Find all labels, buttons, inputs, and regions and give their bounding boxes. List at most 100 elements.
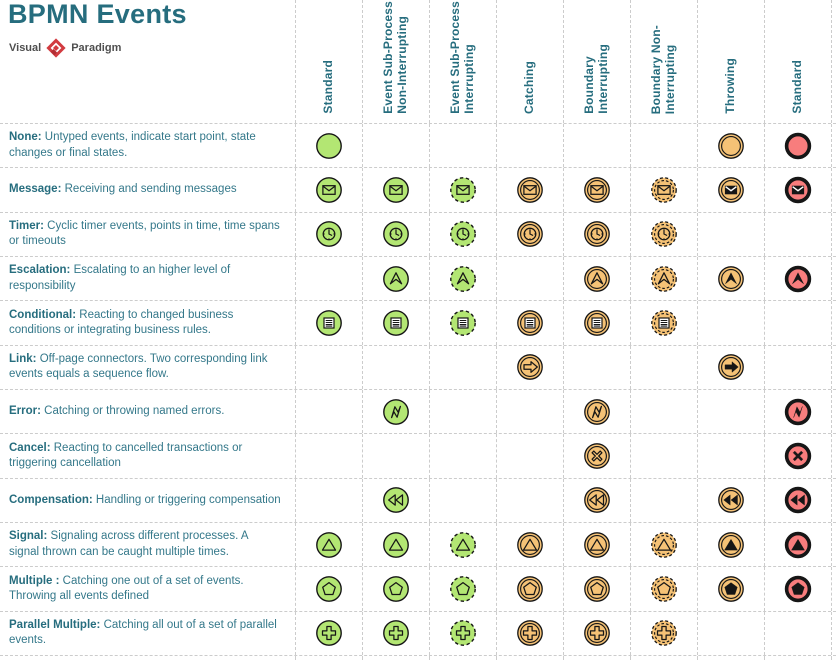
event-cell (631, 168, 698, 212)
event-cell (698, 168, 765, 212)
column-header-label: Standard (790, 60, 805, 114)
event-cell (497, 522, 564, 567)
event-cell (497, 434, 564, 478)
event-cell (698, 611, 765, 655)
event-cell (631, 345, 698, 389)
event-cell (631, 522, 698, 567)
event-cell (564, 301, 631, 345)
column-header-label: Standard (321, 60, 336, 114)
multiple-event-icon (517, 576, 543, 602)
event-cell (497, 124, 564, 168)
timer-event-icon (450, 221, 476, 248)
multiple-event-icon (584, 576, 610, 602)
message-event-icon (784, 176, 812, 204)
event-desc-text: Reacting to cancelled transactions or tr… (9, 441, 243, 469)
error-event-icon (383, 398, 409, 425)
event-term: Parallel Multiple: (9, 619, 101, 632)
event-term: Multiple : (9, 574, 60, 587)
visual-paradigm-diamond-icon (46, 38, 66, 58)
event-cell (363, 168, 430, 212)
message-event-icon (517, 177, 543, 203)
event-cell (631, 301, 698, 345)
parallel-multiple-event-icon (651, 620, 677, 647)
event-cell (430, 567, 497, 611)
message-event-icon (383, 177, 409, 203)
parallel-multiple-event-icon (584, 620, 610, 647)
event-cell (564, 212, 631, 256)
event-cell (363, 212, 430, 256)
signal-event-icon (450, 531, 476, 558)
conditional-event-icon (584, 310, 610, 336)
event-cell (363, 567, 430, 611)
none-event-icon (316, 132, 342, 159)
event-cell (363, 611, 430, 655)
event-description: Signal: Signaling across different proce… (0, 522, 296, 567)
event-term: Escalation: (9, 264, 71, 277)
event-description: Error: Catching or throwing named errors… (0, 389, 296, 434)
event-cell (363, 522, 430, 567)
message-event-icon (450, 177, 476, 203)
multiple-event-icon (383, 576, 409, 602)
event-cell (765, 522, 832, 567)
column-header-catching: Catching (497, 0, 564, 123)
visual-paradigm-logo: Visual Paradigm (9, 37, 295, 59)
event-cell (564, 124, 631, 168)
event-cell (296, 345, 363, 389)
event-cell (698, 522, 765, 567)
event-cell (296, 168, 363, 212)
error-event-icon (784, 398, 812, 425)
timer-event-icon (316, 221, 342, 248)
event-term: Timer: (9, 220, 44, 233)
event-cell (765, 611, 832, 655)
event-desc-text: Receiving and sending messages (64, 183, 237, 196)
event-description: Conditional: Reacting to changed busines… (0, 301, 296, 345)
signal-event-icon (383, 531, 409, 558)
event-desc-text: Signaling across different processes. A … (9, 530, 248, 558)
escalation-event-icon (450, 265, 476, 292)
table-row: Message: Receiving and sending messages (0, 167, 836, 212)
event-cell (363, 345, 430, 389)
event-cell (765, 567, 832, 611)
compensation-event-icon (383, 487, 409, 514)
event-desc-text: Catching one out of a set of events. Thr… (9, 574, 244, 602)
event-cell (296, 389, 363, 434)
event-cell (631, 478, 698, 522)
event-cell (497, 256, 564, 301)
signal-event-icon (651, 531, 677, 558)
event-term: Conditional: (9, 308, 77, 321)
event-term: Link: (9, 353, 37, 366)
event-cell (430, 256, 497, 301)
event-cell (363, 478, 430, 522)
signal-event-icon (584, 531, 610, 558)
event-cell (765, 345, 832, 389)
none-event-icon (784, 132, 812, 159)
table-header: BPMN Events Visual Paradigm Standard Eve… (0, 0, 836, 123)
event-description: Timer: Cyclic timer events, points in ti… (0, 212, 296, 256)
event-cell (363, 389, 430, 434)
multiple-event-icon (450, 576, 476, 602)
event-cell (497, 478, 564, 522)
table-row: Multiple : Catching one out of a set of … (0, 566, 836, 611)
event-cell (296, 301, 363, 345)
escalation-event-icon (584, 265, 610, 292)
event-description: Escalation: Escalating to an higher leve… (0, 256, 296, 301)
event-cell (765, 256, 832, 301)
event-cell (564, 434, 631, 478)
event-term: Error: (9, 405, 41, 418)
event-cell (698, 567, 765, 611)
event-cell (631, 567, 698, 611)
event-term: Message: (9, 183, 62, 196)
table-body: None: Untyped events, indicate start poi… (0, 123, 836, 655)
signal-event-icon (316, 531, 342, 558)
signal-event-icon (784, 531, 812, 558)
event-cell (296, 434, 363, 478)
event-cell (698, 212, 765, 256)
column-header-label: Boundary Interrupting (582, 44, 610, 114)
parallel-multiple-event-icon (383, 620, 409, 647)
event-description: Multiple : Catching one out of a set of … (0, 567, 296, 611)
table-row: Timer: Cyclic timer events, points in ti… (0, 211, 836, 256)
event-cell (698, 434, 765, 478)
event-cell (631, 256, 698, 301)
event-cell (564, 389, 631, 434)
column-header-label: Event Sub-Process Interrupting (448, 1, 476, 114)
